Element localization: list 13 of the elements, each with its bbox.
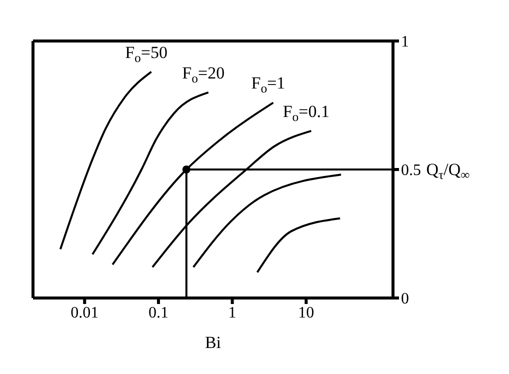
x-axis-title: Bi <box>204 333 222 352</box>
y-tick-label: 0 <box>401 290 409 308</box>
series-label: F$_{o}$=20 <box>182 63 225 86</box>
y-axis-title: Q$_{τ}$/Q$_{∞}$ <box>426 160 470 182</box>
y-tick-label: 0.5 <box>401 162 421 180</box>
series-label: F$_{o}$=50 <box>125 42 168 65</box>
y-tick-label: 1 <box>401 34 409 51</box>
x-tick-label: 0.01 <box>70 304 99 322</box>
x-tick-label: 10 <box>298 304 314 322</box>
series-label: F$_{o}$=1 <box>251 74 286 96</box>
series-label: F$_{o}$=0.1 <box>282 102 330 124</box>
x-tick-label: 0.1 <box>148 304 168 322</box>
x-tick-label: 1 <box>228 304 236 322</box>
